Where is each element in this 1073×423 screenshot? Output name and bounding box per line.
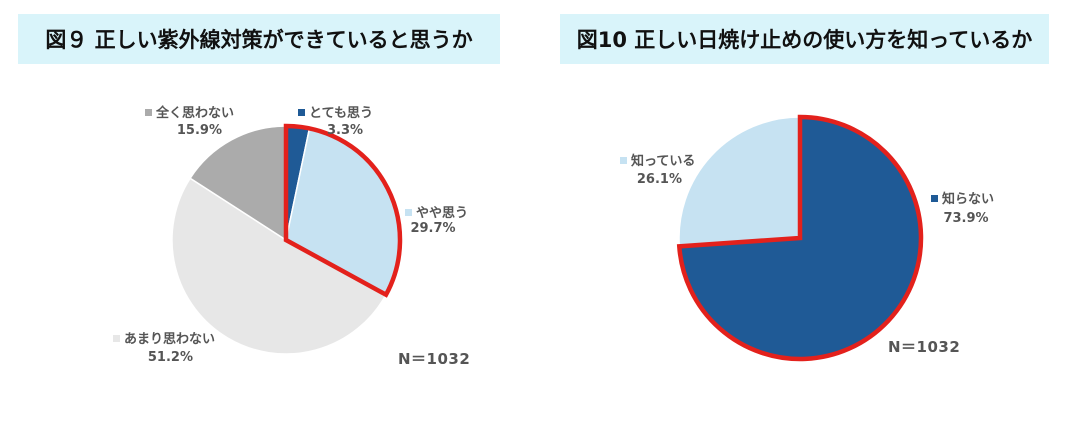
slice-value-2: 29.7%	[410, 221, 455, 236]
slice-label-4: 全く思わない	[155, 105, 234, 121]
slice-value-1: 73.9%	[943, 211, 988, 226]
legend-swatch-1	[298, 109, 305, 116]
slice-value-2: 26.1%	[637, 172, 682, 187]
figure-9-title: 図９ 正しい紫外線対策ができていると思うか	[18, 14, 500, 64]
pie-slice-3	[171, 177, 388, 355]
slice-value-1: 3.3%	[327, 123, 363, 138]
figure-10-panel: 図10 正しい日焼け止めの使い方を知っているか 知らない 73.9% 知っている 26…	[536, 0, 1073, 423]
figure-9-n-label: N＝1032	[398, 350, 470, 368]
legend-swatch-4	[145, 109, 152, 116]
figure-10-title: 図10 正しい日焼け止めの使い方を知っているか	[560, 14, 1049, 64]
legend-swatch-2	[405, 209, 412, 216]
pie-slice-2	[678, 116, 801, 248]
legend-swatch-3	[113, 335, 120, 342]
slice-value-4: 15.9%	[177, 123, 222, 138]
slice-value-3: 51.2%	[148, 350, 193, 365]
slice-label-2: やや思う	[416, 206, 468, 221]
slice-label-2: 知っている	[631, 153, 695, 169]
highlight-outline	[283, 123, 403, 298]
slice-label-1: 知らない	[942, 191, 994, 207]
pie-slice-4	[189, 125, 287, 242]
highlight-outline	[676, 114, 924, 362]
figure-10-pie-chart: 知らない 73.9% 知っている 26.1% N＝1032	[620, 114, 994, 362]
figure-10-n-label: N＝1032	[888, 338, 960, 356]
slice-label-3: あまり思わない	[124, 332, 215, 347]
legend-swatch-1	[931, 195, 938, 202]
legend-swatch-2	[620, 157, 627, 164]
slice-label-1: とても思う	[309, 106, 373, 121]
figure-9-panel: 図９ 正しい紫外線対策ができていると思うか とても思う 3.3% やや思う 29.7%…	[0, 0, 536, 423]
